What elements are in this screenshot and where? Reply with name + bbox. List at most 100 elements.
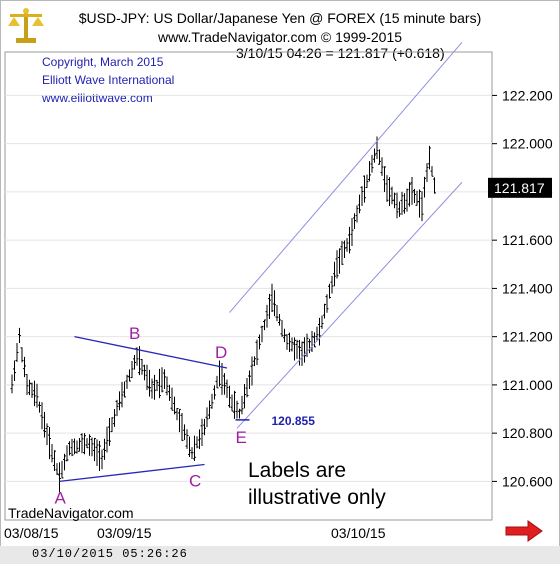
wave-label-b: B xyxy=(129,324,140,343)
ohlc-bar xyxy=(298,339,301,366)
ohlc-bar xyxy=(233,390,236,419)
ohlc-bar xyxy=(38,401,41,413)
wave-labels: A B C D E 120.855 Labels are illustrative only T… xyxy=(8,324,386,521)
ohlc-bar xyxy=(178,408,181,433)
ohlc-bar xyxy=(353,213,356,230)
ohlc-bar xyxy=(263,319,266,331)
ohlc-bar xyxy=(295,339,299,359)
ohlc-bar xyxy=(190,447,194,459)
ohlc-bar xyxy=(310,330,314,353)
ohlc-bar xyxy=(70,438,74,457)
ohlc-bar xyxy=(358,194,361,214)
x-tick-label: 03/08/15 xyxy=(4,525,59,541)
ohlc-bar xyxy=(410,176,414,205)
ohlc-bar xyxy=(160,367,164,393)
ohlc-bar xyxy=(288,332,291,353)
grid-layer xyxy=(4,51,493,521)
low-price-label: 120.855 xyxy=(272,414,316,428)
ohlc-bar xyxy=(253,356,256,367)
ohlc-bar xyxy=(28,379,31,396)
ohlc-bar xyxy=(25,374,29,396)
ohlc-bar xyxy=(258,334,261,350)
y-tick-label: 121.600 xyxy=(502,232,553,248)
ohlc-bar xyxy=(60,460,64,479)
ohlc-bar xyxy=(365,174,369,189)
channel-line xyxy=(236,181,463,429)
ohlc-bar xyxy=(405,188,409,212)
ohlc-bar xyxy=(23,356,26,378)
ohlc-bar xyxy=(255,339,259,366)
ohlc-bar xyxy=(133,354,136,370)
ohlc-bar xyxy=(170,387,174,411)
y-tick-label: 120.600 xyxy=(502,473,553,489)
ohlc-bar xyxy=(35,383,39,408)
chart-title: $USD-JPY: US Dollar/Japanese Yen @ FOREX… xyxy=(78,10,482,26)
ohlc-bar xyxy=(213,385,216,400)
triangle-line xyxy=(59,463,205,483)
ohlc-bar xyxy=(320,315,324,329)
ohlc-bar xyxy=(20,347,24,363)
ohlc-bar xyxy=(343,240,346,258)
ohlc-bar xyxy=(10,374,14,394)
ohlc-bar xyxy=(188,436,191,457)
ohlc-bar xyxy=(203,418,206,436)
ohlc-bar xyxy=(145,364,149,391)
ohlc-bar xyxy=(103,438,106,460)
ohlc-bars xyxy=(10,136,436,493)
ohlc-bar xyxy=(333,261,336,287)
ohlc-bar xyxy=(373,148,376,163)
x-tick-label: 03/09/15 xyxy=(97,525,152,541)
ohlc-bar xyxy=(150,378,154,399)
x-axis: 03/08/15 03/09/15 03/10/15 xyxy=(4,525,386,541)
ohlc-bar xyxy=(315,326,319,341)
wave-label-e: E xyxy=(236,428,247,447)
tradenavigator-brand: TradeNavigator.com xyxy=(8,505,134,521)
scroll-right-icon[interactable] xyxy=(504,520,544,542)
copyright-line: Copyright, March 2015 xyxy=(42,55,164,69)
ohlc-bar xyxy=(220,363,224,395)
ohlc-bar xyxy=(250,356,254,386)
ohlc-bar xyxy=(48,426,51,460)
ohlc-bar xyxy=(265,304,269,328)
ohlc-bar xyxy=(40,402,44,430)
ohlc-bar xyxy=(43,411,46,438)
scales-icon xyxy=(8,8,44,43)
ohlc-bar xyxy=(323,303,326,319)
ohlc-bar xyxy=(185,429,189,449)
ohlc-bar xyxy=(360,186,364,206)
illustrative-note-line1: Labels are xyxy=(248,459,346,482)
ohlc-bar xyxy=(200,418,204,447)
y-tick-label: 121.400 xyxy=(502,280,553,296)
site-credit: www.TradeNavigator.com © 1999-2015 xyxy=(157,29,403,45)
ohlc-bar xyxy=(388,177,391,207)
ohlc-bar xyxy=(208,400,211,419)
ohlc-bar xyxy=(115,399,119,417)
ohlc-bar xyxy=(143,364,146,381)
ohlc-bar xyxy=(165,376,169,396)
publisher-url[interactable]: www.elliottwave.com xyxy=(42,91,153,105)
trend-lines xyxy=(59,42,463,483)
ohlc-bar xyxy=(230,394,234,412)
ohlc-bar xyxy=(135,347,139,366)
ohlc-bar xyxy=(15,342,19,362)
x-tick-label: 03/10/15 xyxy=(331,525,386,541)
ohlc-bar xyxy=(118,391,121,411)
ohlc-bar xyxy=(318,317,321,346)
ohlc-bar xyxy=(278,314,281,326)
ohlc-bar xyxy=(175,408,179,421)
ohlc-bar xyxy=(395,192,399,219)
y-tick-label: 122.200 xyxy=(502,87,553,103)
ohlc-bar xyxy=(155,379,159,392)
ohlc-bar xyxy=(285,334,289,350)
ohlc-bar xyxy=(158,368,161,399)
ohlc-bar xyxy=(85,438,89,449)
ohlc-bar xyxy=(330,275,334,294)
ohlc-bar xyxy=(340,240,344,265)
ohlc-bar xyxy=(173,396,176,415)
ohlc-bar xyxy=(198,429,201,450)
ohlc-bar xyxy=(328,283,331,299)
channel-line xyxy=(229,42,463,313)
ohlc-bar xyxy=(215,375,219,389)
ohlc-bar xyxy=(345,238,349,252)
ohlc-bar xyxy=(105,426,109,453)
